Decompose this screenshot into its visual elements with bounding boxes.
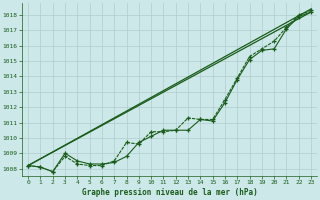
X-axis label: Graphe pression niveau de la mer (hPa): Graphe pression niveau de la mer (hPa) [82,188,258,197]
